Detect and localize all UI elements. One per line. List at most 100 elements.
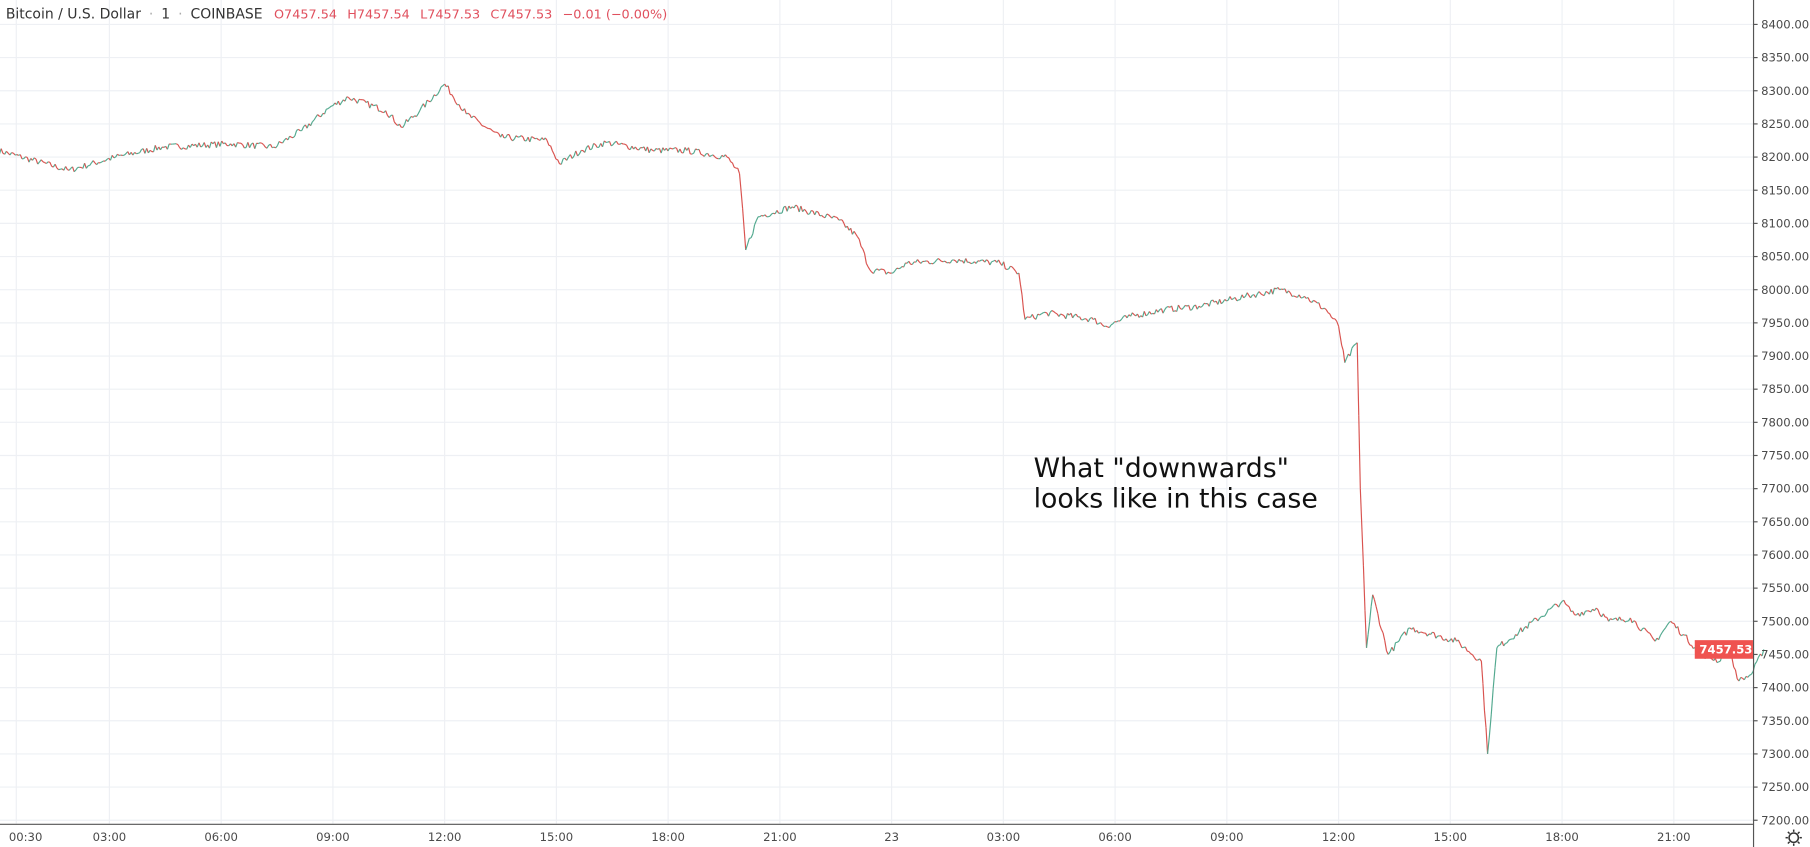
price-candle <box>1477 658 1480 661</box>
price-candle <box>75 167 79 171</box>
price-candle <box>1459 643 1463 648</box>
price-candle <box>35 158 39 165</box>
price-candle <box>219 140 223 147</box>
price-axis[interactable]: 8400.00 8350.00 8300.00 8250.00 8200.00 8150.… <box>1752 18 1809 828</box>
price-candle <box>752 224 756 234</box>
price-candle <box>755 216 759 221</box>
price-candle <box>1176 304 1179 312</box>
price-candle <box>1682 634 1686 636</box>
price-candle <box>1334 318 1338 322</box>
price-candle <box>1668 620 1672 624</box>
gear-icon[interactable] <box>1785 829 1802 846</box>
price-candle <box>1100 322 1103 326</box>
price-candle <box>691 152 695 155</box>
price-candle <box>828 214 831 217</box>
y-tick-label: 7800.00 <box>1761 415 1809 429</box>
price-candle <box>85 165 89 169</box>
symbol-name[interactable]: Bitcoin / U.S. Dollar <box>6 7 141 23</box>
price-candle <box>1691 645 1694 649</box>
price-candle <box>833 215 836 218</box>
price-candle <box>113 156 116 159</box>
y-tick-label: 7850.00 <box>1761 382 1809 396</box>
price-candle <box>1346 353 1349 359</box>
price-candle <box>1191 305 1195 310</box>
price-candle <box>1365 634 1369 648</box>
price-candle <box>301 126 305 131</box>
annotation-text[interactable]: What "downwards" looks like in this case <box>1034 453 1318 514</box>
price-candle <box>68 167 72 171</box>
price-candle <box>1651 635 1654 640</box>
price-candle <box>1243 295 1246 299</box>
x-tick-label: 09:00 <box>1210 830 1244 844</box>
price-candle <box>1325 309 1329 313</box>
price-candle <box>28 158 32 163</box>
price-candle <box>1194 304 1198 310</box>
price-candle <box>414 115 417 118</box>
price-candle <box>1687 641 1691 646</box>
price-candle <box>310 121 313 126</box>
price-candle <box>242 144 245 149</box>
price-candle <box>411 115 414 118</box>
price-candle <box>1483 710 1487 728</box>
price-candle <box>513 135 517 140</box>
price-candle <box>750 233 754 239</box>
price-candle <box>1200 305 1203 308</box>
price-candle <box>258 142 261 145</box>
price-candle <box>1624 620 1627 623</box>
time-axis[interactable]: 00:30 03:00 06:00 09:00 12:00 15:00 18:00 21:00… <box>9 830 1691 844</box>
price-candle <box>1130 312 1133 317</box>
price-candle <box>1602 613 1606 618</box>
price-candle <box>437 91 440 95</box>
price-candle <box>1398 636 1402 642</box>
price-candle <box>221 140 224 145</box>
price-candle <box>337 100 341 106</box>
price-candle <box>154 145 158 151</box>
price-candle <box>869 269 873 273</box>
price-candle <box>695 148 698 151</box>
price-candle <box>402 124 406 128</box>
price-candle <box>149 149 153 153</box>
price-candle <box>268 143 271 146</box>
price-candle <box>380 110 383 113</box>
price-candle <box>867 266 871 271</box>
price-candle <box>1051 309 1055 313</box>
price-candle <box>1003 261 1006 270</box>
price-candle <box>46 161 49 164</box>
price-candle <box>134 151 137 155</box>
price-candle <box>464 108 467 115</box>
price-candle <box>953 259 956 262</box>
price-candle <box>1364 610 1368 648</box>
price-candle <box>667 147 671 152</box>
price-candle <box>700 153 703 156</box>
price-candle <box>979 259 982 262</box>
price-candle <box>709 155 712 158</box>
y-tick-label: 8300.00 <box>1761 84 1809 98</box>
y-tick-label: 7350.00 <box>1761 714 1809 728</box>
price-candle <box>263 144 266 148</box>
price-candle <box>1513 634 1517 640</box>
price-candle <box>1136 313 1140 318</box>
price-candle <box>1143 311 1147 317</box>
price-candle <box>1409 627 1413 630</box>
price-candle <box>1074 313 1077 316</box>
price-candle <box>339 102 343 106</box>
price-candle <box>1220 301 1224 305</box>
price-candle <box>885 271 889 275</box>
price-candle <box>1488 714 1492 736</box>
interval[interactable]: 1 <box>161 7 170 23</box>
y-tick-label: 7650.00 <box>1761 515 1809 529</box>
price-candle <box>1116 320 1119 323</box>
price-candle <box>939 259 943 262</box>
price-candle <box>182 147 186 150</box>
price-candle <box>1289 292 1293 297</box>
price-candle <box>749 237 752 239</box>
price-candle <box>948 261 951 264</box>
price-candle <box>762 214 766 217</box>
price-candle <box>159 146 163 151</box>
price-candle <box>266 144 270 149</box>
price-candle <box>1718 660 1721 663</box>
price-candle <box>826 213 829 216</box>
price-candle <box>200 145 203 148</box>
last-price-label: 7457.53 <box>1699 643 1752 657</box>
